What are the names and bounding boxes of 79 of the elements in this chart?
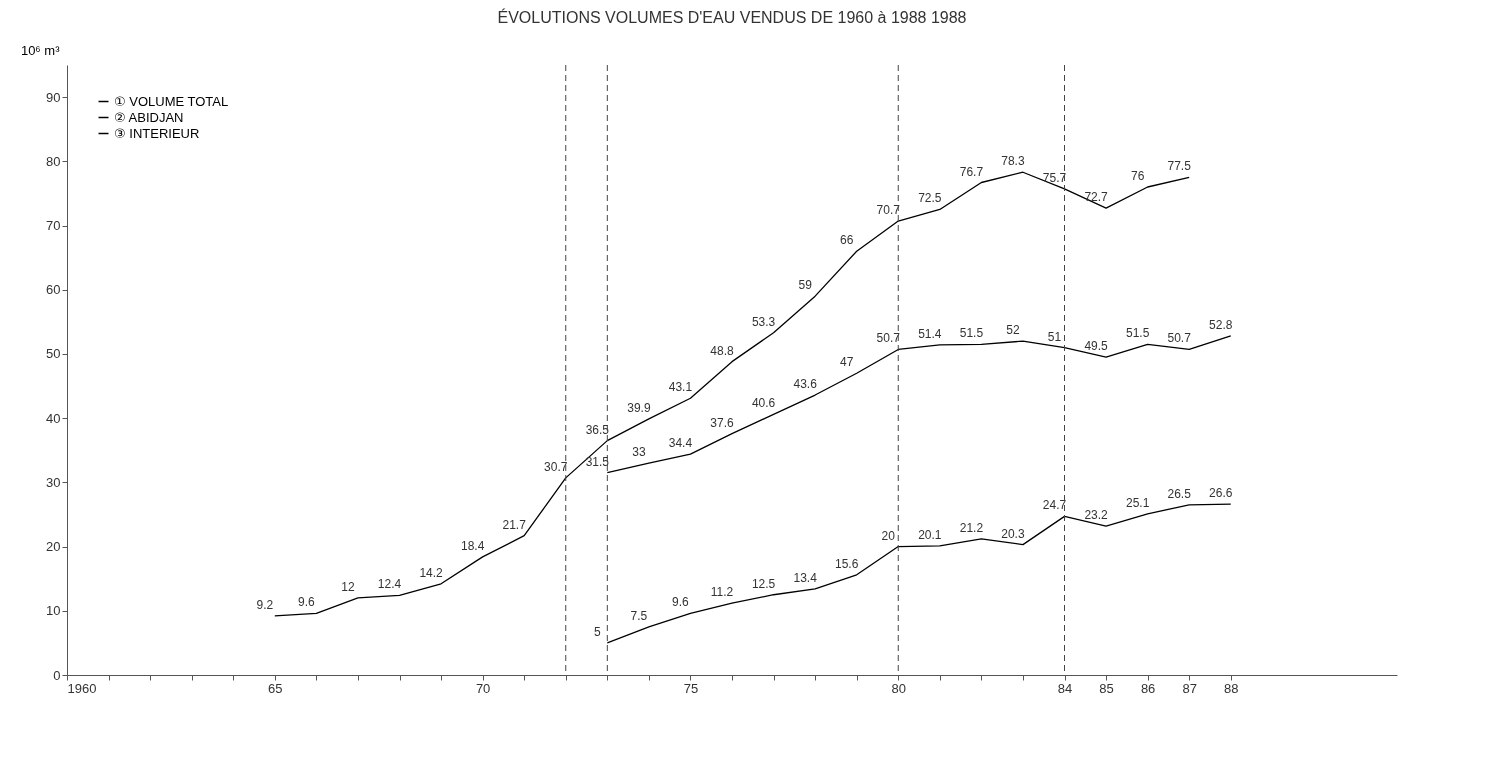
y-tick-label: 50: [46, 346, 61, 362]
legend-label: ② ABIDJAN: [114, 109, 184, 125]
y-tick-label: 90: [46, 89, 61, 105]
y-tick-label: 20: [46, 539, 61, 555]
data-label: 5: [593, 624, 601, 639]
y-tick-label: 0: [53, 667, 61, 683]
data-label: 50.7: [876, 331, 901, 346]
data-label: 31.5: [585, 454, 610, 469]
data-label: 59: [798, 278, 813, 293]
data-label: 24.7: [1042, 498, 1067, 513]
data-label: 36.5: [585, 422, 610, 437]
data-label: 12.4: [377, 577, 402, 592]
data-label: 18.4: [460, 538, 485, 553]
data-label: 12.5: [751, 576, 776, 591]
data-label: 13.4: [793, 570, 818, 585]
data-label: 34.4: [668, 436, 693, 451]
x-tick-label: 1960: [67, 680, 97, 696]
data-label: 51: [1047, 329, 1062, 344]
data-label: 52.8: [1209, 317, 1233, 332]
x-tick-label: 85: [1099, 680, 1114, 696]
data-label: 23.2: [1084, 508, 1109, 523]
data-label: 40.6: [751, 396, 776, 411]
data-label: 9.2: [256, 597, 274, 612]
y-axis-title: 10⁶ m³: [20, 42, 61, 58]
data-label: 20: [881, 528, 896, 543]
x-tick-label: 75: [683, 680, 699, 696]
data-label: 7.5: [630, 608, 648, 623]
data-label: 53.3: [751, 314, 776, 329]
data-label: 30.7: [544, 459, 568, 474]
data-label: 77.5: [1167, 159, 1192, 174]
data-label: 9.6: [298, 595, 316, 610]
y-tick-label: 60: [46, 282, 61, 298]
data-label: 37.6: [710, 415, 734, 430]
data-label: 72.5: [918, 191, 942, 206]
data-label: 15.6: [835, 556, 859, 571]
data-label: 76.7: [959, 164, 984, 179]
data-label: 25.1: [1125, 495, 1150, 510]
x-tick-label: 65: [268, 680, 283, 696]
data-label: 66: [840, 233, 854, 248]
x-tick-label: 87: [1182, 680, 1197, 696]
data-label: 26.6: [1209, 486, 1233, 501]
data-label: 9.6: [672, 595, 690, 610]
data-label: 70.7: [876, 203, 901, 218]
data-label: 76: [1130, 169, 1145, 183]
data-label: 51.5: [1125, 326, 1150, 341]
data-label: 78.3: [1001, 154, 1025, 169]
data-label: 43.1: [668, 380, 693, 395]
data-label: 50.7: [1167, 331, 1192, 346]
data-label: 47: [840, 355, 854, 370]
data-label: 11.2: [710, 585, 734, 600]
data-label: 33: [632, 445, 646, 460]
data-label: 51.4: [918, 326, 942, 341]
data-label: 39.9: [627, 400, 651, 415]
data-label: 21.7: [502, 517, 527, 532]
data-label: 43.6: [793, 377, 818, 392]
chart-title: ÉVOLUTIONS VOLUMES D'EAU VENDUS DE 1960 à 1988 1988: [497, 8, 967, 26]
y-tick-label: 10: [46, 603, 61, 619]
x-tick-label: 88: [1224, 680, 1239, 696]
data-label: 48.8: [710, 343, 734, 358]
y-tick-label: 40: [46, 410, 61, 426]
y-tick-label: 70: [46, 218, 61, 234]
x-tick-label: 84: [1057, 680, 1073, 696]
legend-label: ① VOLUME TOTAL: [114, 93, 229, 109]
data-label: 20.1: [918, 527, 942, 542]
data-label: 26.5: [1167, 486, 1192, 501]
data-label: 21.2: [959, 520, 984, 535]
x-tick-label: 86: [1140, 680, 1156, 696]
data-label: 72.7: [1084, 190, 1109, 205]
data-label: 14.2: [419, 565, 444, 580]
data-label: 20.3: [1001, 526, 1025, 541]
data-label: 52: [1006, 323, 1020, 338]
y-tick-label: 80: [46, 153, 61, 169]
data-label: 51.5: [959, 326, 984, 341]
legend-label: ③ INTERIEUR: [114, 125, 200, 141]
data-label: 12: [341, 579, 355, 594]
y-tick-label: 30: [46, 474, 61, 490]
x-tick-label: 70: [475, 680, 491, 696]
data-label: 49.5: [1084, 339, 1109, 354]
x-tick-label: 80: [891, 680, 906, 696]
